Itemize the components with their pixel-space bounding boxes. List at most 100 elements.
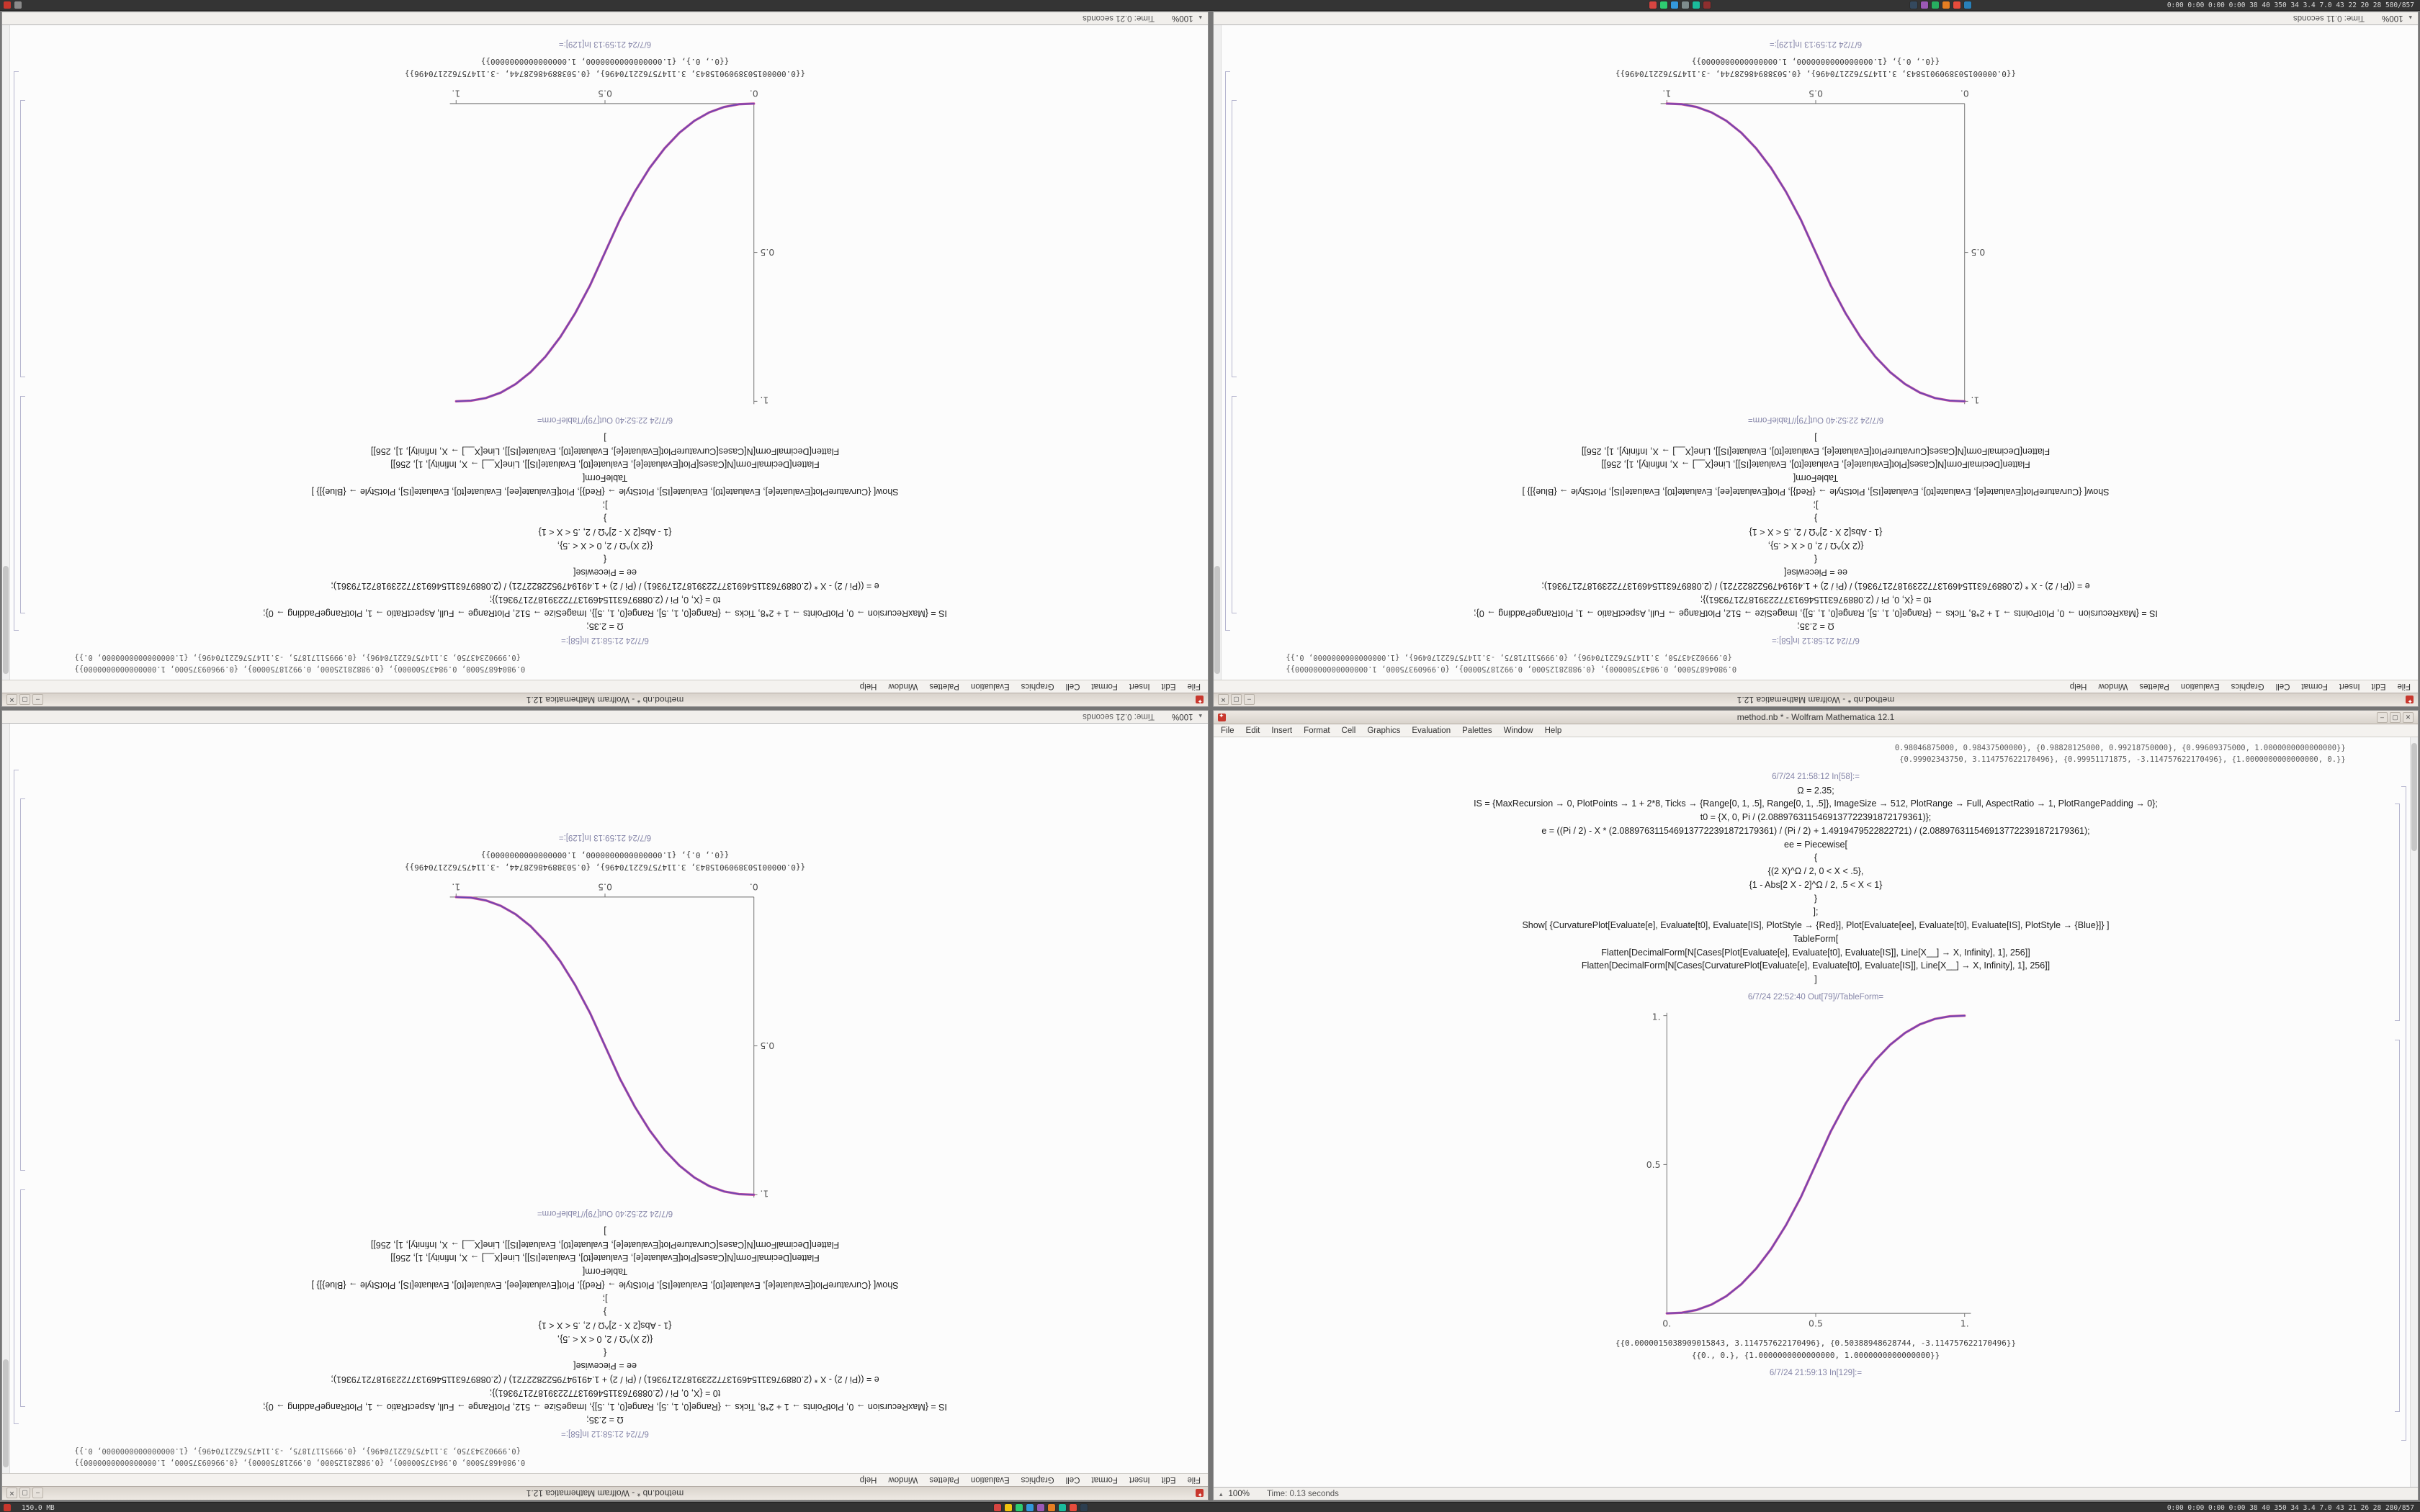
window-titlebar[interactable]: method.nb * - Wolfram Mathematica 12.1 –… (1214, 711, 2418, 724)
zoom-control[interactable]: 100% (1172, 712, 1193, 721)
taskbar-app-icon[interactable] (1059, 1504, 1066, 1511)
output-cell-bracket[interactable] (1232, 100, 1237, 377)
menu-item-help[interactable]: Help (2069, 682, 2087, 691)
scrollbar-thumb[interactable] (1214, 566, 1220, 674)
grid-menu-icon[interactable] (14, 1, 22, 9)
menu-item-cell[interactable]: Cell (2275, 682, 2290, 691)
taskbar-app-icon[interactable] (1703, 1, 1711, 9)
menu-item-palettes[interactable]: Palettes (929, 682, 959, 691)
menu-item-file[interactable]: File (1187, 682, 1201, 691)
input-cell-bracket[interactable] (2395, 804, 2400, 1021)
menu-item-file[interactable]: File (1221, 726, 1234, 735)
maximize-button[interactable]: ▢ (19, 1488, 30, 1499)
taskbar-app-icon[interactable] (1921, 1, 1928, 9)
menu-item-evaluation[interactable]: Evaluation (2180, 682, 2220, 691)
taskbar-app-icon[interactable] (1953, 1, 1960, 9)
menu-item-insert[interactable]: Insert (1271, 726, 1293, 735)
output-cell-bracket[interactable] (20, 798, 25, 1171)
menu-item-graphics[interactable]: Graphics (1021, 1475, 1054, 1485)
taskbar-app-icon[interactable] (1070, 1504, 1077, 1511)
minimize-button[interactable]: – (32, 694, 43, 706)
output-cell-bracket[interactable] (20, 100, 25, 377)
taskbar-app-icon[interactable] (1005, 1504, 1012, 1511)
menu-item-edit[interactable]: Edit (1245, 726, 1260, 735)
taskbar-app-icon[interactable] (1016, 1504, 1023, 1511)
cell-group-bracket[interactable] (14, 770, 19, 1424)
menu-item-palettes[interactable]: Palettes (929, 1475, 959, 1485)
menu-item-format[interactable]: Format (1304, 726, 1330, 735)
maximize-button[interactable]: ▢ (1231, 694, 1242, 706)
window-titlebar[interactable]: method.nb * - Wolfram Mathematica 12.1 –… (2, 693, 1208, 706)
scrollbar-thumb[interactable] (3, 1359, 9, 1467)
close-button[interactable]: ✕ (6, 1488, 17, 1499)
window-titlebar[interactable]: method.nb * - Wolfram Mathematica 12.1 –… (2, 1486, 1208, 1500)
taskbar-app-icon[interactable] (1649, 1, 1657, 9)
taskbar-app-icon[interactable] (1910, 1, 1917, 9)
cell-group-bracket[interactable] (1225, 71, 1230, 631)
zoom-control[interactable]: 100% (1228, 1489, 1250, 1498)
menu-item-evaluation[interactable]: Evaluation (970, 1475, 1010, 1485)
menu-item-palettes[interactable]: Palettes (2139, 682, 2169, 691)
notebook-content[interactable]: 0.98046875000, 0.98437500000}, {0.988281… (1214, 25, 2418, 680)
menu-item-help[interactable]: Help (1544, 726, 1562, 735)
input-cell-bracket[interactable] (20, 396, 25, 613)
menu-item-window[interactable]: Window (1503, 726, 1533, 735)
vertical-scrollbar[interactable] (2410, 737, 2418, 1487)
scrollbar-thumb[interactable] (2411, 743, 2417, 851)
menu-item-palettes[interactable]: Palettes (1462, 726, 1492, 735)
zoom-control[interactable]: 100% (1172, 14, 1193, 23)
taskbar-app-icon[interactable] (1660, 1, 1667, 9)
menu-item-window[interactable]: Window (888, 682, 918, 691)
menu-item-graphics[interactable]: Graphics (1021, 682, 1054, 691)
menu-item-format[interactable]: Format (1091, 1475, 1118, 1485)
menu-item-format[interactable]: Format (2301, 682, 2328, 691)
taskbar-app-icon[interactable] (1932, 1, 1939, 9)
taskbar-app-icon[interactable] (994, 1504, 1001, 1511)
input-cell[interactable]: Ω = 2.35; IS = {MaxRecursion → 0, PlotPoi… (1214, 431, 2418, 633)
maximize-button[interactable]: ▢ (19, 694, 30, 706)
menu-item-edit[interactable]: Edit (1161, 1475, 1176, 1485)
input-cell-bracket[interactable] (20, 1189, 25, 1407)
output-cell-bracket[interactable] (2395, 1040, 2400, 1412)
scrollbar-thumb[interactable] (3, 566, 9, 674)
close-button[interactable]: ✕ (1218, 694, 1229, 706)
input-cell[interactable]: Ω = 2.35; IS = {MaxRecursion → 0, PlotPoi… (2, 431, 1208, 633)
zoom-control[interactable]: 100% (2382, 14, 2403, 23)
menu-item-help[interactable]: Help (859, 1475, 877, 1485)
input-cell-bracket[interactable] (1232, 396, 1237, 613)
menu-item-evaluation[interactable]: Evaluation (1412, 726, 1451, 735)
input-cell[interactable]: Ω = 2.35; IS = {MaxRecursion → 0, PlotPoi… (1214, 784, 2418, 986)
menu-item-cell[interactable]: Cell (1065, 682, 1080, 691)
taskbar-app-icon[interactable] (1942, 1, 1950, 9)
menu-item-file[interactable]: File (2397, 682, 2411, 691)
menu-item-insert[interactable]: Insert (1129, 1475, 1150, 1485)
close-button[interactable]: ✕ (6, 694, 17, 706)
menu-item-help[interactable]: Help (859, 682, 877, 691)
notebook-content[interactable]: 0.98046875000, 0.98437500000}, {0.988281… (1214, 737, 2418, 1487)
taskbar-app-icon[interactable] (1026, 1504, 1034, 1511)
cell-group-bracket[interactable] (14, 71, 19, 631)
notebook-content[interactable]: 0.98046875000, 0.98437500000}, {0.988281… (2, 25, 1208, 680)
menu-item-graphics[interactable]: Graphics (2231, 682, 2264, 691)
window-titlebar[interactable]: method.nb * - Wolfram Mathematica 12.1 –… (1214, 693, 2418, 706)
menu-item-cell[interactable]: Cell (1065, 1475, 1080, 1485)
menu-item-edit[interactable]: Edit (1161, 682, 1176, 691)
taskbar-app-icon[interactable] (1080, 1504, 1088, 1511)
minimize-button[interactable]: – (2377, 711, 2388, 723)
cell-group-bracket[interactable] (2401, 786, 2406, 1441)
vertical-scrollbar[interactable] (2, 25, 10, 680)
taskbar-app-icon[interactable] (1048, 1504, 1055, 1511)
menu-item-window[interactable]: Window (888, 1475, 918, 1485)
taskbar-app-icon[interactable] (1682, 1, 1689, 9)
taskbar-app-icon[interactable] (1037, 1504, 1044, 1511)
menu-item-cell[interactable]: Cell (1341, 726, 1356, 735)
taskbar-app-icon[interactable] (1693, 1, 1700, 9)
minimize-button[interactable]: – (1244, 694, 1255, 706)
taskbar-app-icon[interactable] (1964, 1, 1971, 9)
menu-item-window[interactable]: Window (2098, 682, 2128, 691)
menu-item-format[interactable]: Format (1091, 682, 1118, 691)
menu-item-file[interactable]: File (1187, 1475, 1201, 1485)
menu-item-insert[interactable]: Insert (1129, 682, 1150, 691)
menu-item-insert[interactable]: Insert (2339, 682, 2360, 691)
menu-item-edit[interactable]: Edit (2371, 682, 2386, 691)
